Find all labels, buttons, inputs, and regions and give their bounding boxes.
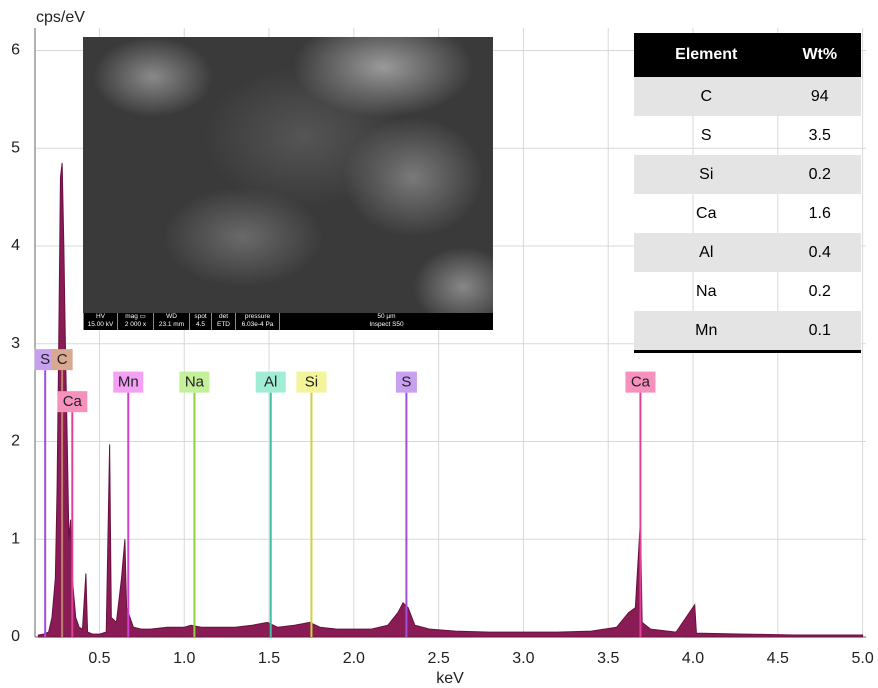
table-cell: 3.5 [779,116,861,155]
sem-info-cell: mag ▭2 000 x [117,313,153,330]
x-tick-label: 3.0 [512,650,534,667]
sem-info-header: spot [194,313,206,320]
sem-info-header: 50 µm [377,313,395,320]
table-cell: 1.6 [779,194,861,233]
marker-label: Mn [118,374,139,391]
element-marker: Ca [625,372,655,637]
table-cell: 0.2 [779,272,861,311]
element-marker: S [35,349,56,637]
y-tick-label: 1 [11,530,20,547]
y-tick-label: 2 [11,433,20,450]
y-tick-label: 6 [11,42,20,59]
element-marker: Al [256,372,286,637]
y-tick-label: 4 [11,237,20,254]
table-cell: Si [634,155,779,194]
marker-label: C [57,351,68,368]
x-tick-label: 3.5 [597,650,619,667]
element-marker: S [396,372,417,637]
x-tick-label: 4.0 [682,650,704,667]
table-cell: 0.1 [779,311,861,352]
x-tick-label: 5.0 [851,650,873,667]
table-cell: Ca [634,194,779,233]
x-tick-label: 2.5 [428,650,450,667]
y-tick-label: 0 [11,628,20,645]
sem-info-header: det [219,313,228,320]
x-tick-label: 2.0 [343,650,365,667]
table-cell: Na [634,272,779,311]
sem-info-value: 15.00 kV [88,321,114,328]
element-marker: Si [296,372,326,637]
y-tick-label: 5 [11,139,20,156]
table-cell: 0.4 [779,233,861,272]
x-tick-label: 1.0 [173,650,195,667]
y-axis-label: cps/eV [36,9,85,26]
sem-info-header: WD [166,313,177,320]
sem-info-value: 4.5 [196,321,205,328]
table-cell: 94 [779,77,861,116]
x-tick-label: 0.5 [88,650,110,667]
sem-info-value: Inspect S50 [369,321,403,328]
table-cell: 0.2 [779,155,861,194]
sem-info-header: mag ▭ [125,313,146,320]
marker-label: Si [305,374,318,391]
sem-info-header: pressure [245,313,270,320]
table-header-cell: Wt% [779,33,861,77]
table-cell: Al [634,233,779,272]
marker-label: Na [185,374,205,391]
table-cell: S [634,116,779,155]
sem-info-value: ETD [217,321,230,328]
table-cell: Mn [634,311,779,352]
marker-label: S [401,374,411,391]
x-axis-label: keV [436,670,464,687]
y-tick-label: 3 [11,335,20,352]
marker-label: Al [264,374,277,391]
x-tick-label: 1.5 [258,650,280,667]
sem-info-value: 23.1 mm [159,321,184,328]
table-cell: C [634,77,779,116]
marker-label: Ca [63,393,83,410]
marker-label: Ca [631,374,651,391]
sem-info-value: 6.03e-4 Pa [242,321,274,328]
x-tick-label: 4.5 [767,650,789,667]
sem-info-header: HV [96,313,105,320]
sem-info-value: 2 000 x [125,321,146,328]
table-header-cell: Element [634,33,779,77]
marker-label: S [40,351,50,368]
element-marker: Mn [113,372,143,637]
page: cps/eV keV 0 1 2 3 4 5 6 0.5 1.0 1.5 2.0 2.5 3.0 3.5 4… [0,0,878,688]
